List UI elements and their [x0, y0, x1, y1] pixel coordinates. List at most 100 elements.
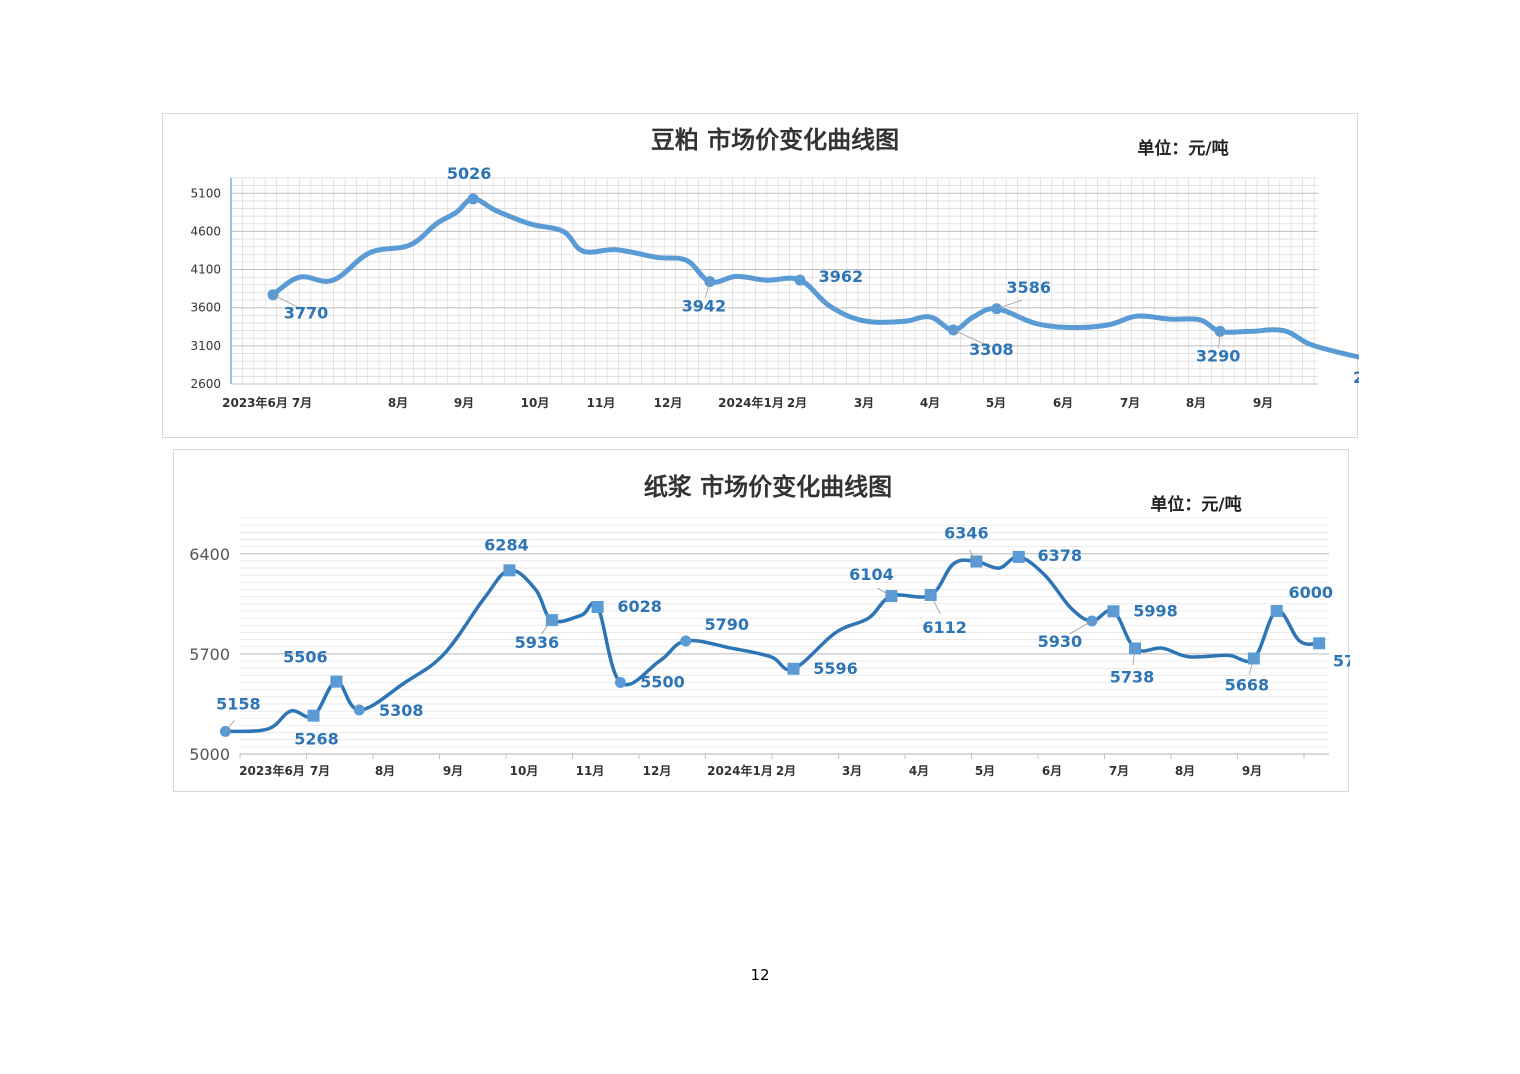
x-tick-label: 7月	[292, 396, 312, 410]
label-leader	[225, 720, 235, 732]
x-tick-label: 4月	[909, 764, 929, 778]
data-label: 3942	[682, 297, 727, 316]
y-tick-label: 5000	[189, 745, 230, 764]
data-label: 3586	[1006, 278, 1051, 297]
data-label: 5500	[640, 672, 685, 691]
data-label: 5668	[1225, 675, 1270, 694]
data-point	[614, 676, 626, 688]
label-leader	[953, 329, 984, 345]
series-markers: 377050263942396233083586329029123122	[267, 164, 1359, 387]
x-tick-label: 6月	[1042, 764, 1062, 778]
x-tick-label: 3月	[842, 764, 862, 778]
data-label: 6104	[849, 565, 894, 584]
chart-title: 纸浆 市场价变化曲线图	[644, 473, 892, 501]
x-tick-label: 7月	[1120, 396, 1140, 410]
x-tick-label: 2023年6月	[222, 395, 288, 410]
x-tick-label: 4月	[920, 396, 940, 410]
grid	[230, 177, 1318, 385]
data-point	[704, 276, 716, 288]
data-point	[219, 725, 231, 737]
x-tick-label: 6月	[1053, 396, 1073, 410]
data-label: 5790	[704, 615, 749, 634]
x-tick-label: 5月	[975, 764, 995, 778]
data-point	[467, 193, 479, 205]
data-point	[1107, 605, 1120, 618]
data-point	[1270, 604, 1283, 617]
data-label: 5774	[1333, 651, 1350, 670]
data-label: 6112	[922, 618, 967, 637]
data-label: 6284	[484, 535, 529, 554]
data-point	[787, 662, 800, 675]
data-label: 3770	[284, 304, 329, 323]
label-leader	[1069, 620, 1093, 635]
data-point	[1012, 550, 1025, 563]
unit-label: 单位：元/吨	[1150, 494, 1241, 515]
y-tick-label: 6400	[189, 545, 230, 564]
x-tick-label: 8月	[375, 764, 395, 778]
y-tick-label: 3600	[190, 301, 221, 315]
series-markers: 5158 5268 5506 5308 6284 5936 6028 5500 5790 5596…	[216, 523, 1350, 748]
data-label: 5308	[379, 701, 424, 720]
x-tick-label: 2024年1月	[707, 763, 773, 778]
x-tick-label: 12月	[654, 396, 683, 410]
data-label: 6378	[1038, 546, 1083, 565]
x-tick-label: 9月	[443, 764, 463, 778]
x-tick-label: 11月	[587, 396, 616, 410]
data-label: 5268	[294, 730, 339, 749]
unit-label: 单位：元/吨	[1137, 138, 1228, 159]
y-tick-label: 5700	[189, 645, 230, 664]
label-leader	[1132, 648, 1136, 666]
label-leader	[996, 299, 1023, 310]
label-leader	[1218, 331, 1221, 348]
x-tick-label: 8月	[1175, 764, 1195, 778]
data-label: 5936	[515, 633, 560, 652]
y-tick-label: 4600	[190, 224, 221, 238]
label-leader	[541, 619, 553, 635]
data-label: 5998	[1133, 601, 1178, 620]
x-tick-label: 9月	[1253, 396, 1273, 410]
data-point	[307, 709, 320, 722]
data-point	[680, 635, 692, 647]
label-leader	[930, 594, 941, 615]
label-leader	[877, 587, 892, 597]
data-point	[591, 600, 604, 613]
data-point	[503, 564, 516, 577]
grid	[240, 517, 1329, 755]
data-label: 6000	[1288, 583, 1333, 602]
data-label: 5930	[1038, 632, 1083, 651]
x-tick-label: 8月	[1186, 396, 1206, 410]
x-tick-label: 2023年6月	[239, 763, 305, 778]
pulp-price-chart: 纸浆 市场价变化曲线图 单位：元/吨 6400 5700 5000 2023年6月 7月…	[189, 473, 1350, 778]
y-tick-label: 2600	[190, 377, 221, 391]
data-point	[1129, 642, 1142, 655]
soymeal-price-chart: 豆粕 市场价变化曲线图 单位：元/吨 5100 4600 4100 3600 3100 2…	[190, 126, 1359, 410]
x-tick-label: 5月	[986, 396, 1006, 410]
x-tick-label: 2024年1月	[718, 395, 784, 410]
pulp-chart-panel: 纸浆 市场价变化曲线图 单位：元/吨 6400 5700 5000 2023年6月 7月…	[173, 449, 1350, 792]
chart-title: 豆粕 市场价变化曲线图	[651, 126, 899, 154]
data-label: 5506	[283, 648, 328, 667]
x-tick-label: 11月	[576, 764, 605, 778]
x-tick-label: 8月	[388, 396, 408, 410]
data-point	[794, 274, 806, 286]
data-label: 2912	[1353, 368, 1359, 387]
series-line	[223, 555, 1321, 734]
x-tick-label: 2月	[787, 396, 807, 410]
data-label: 5158	[216, 694, 261, 713]
x-tick-label: 9月	[454, 396, 474, 410]
y-tick-label: 5100	[190, 186, 221, 200]
x-tick-label: 3月	[854, 396, 874, 410]
data-point	[1313, 637, 1326, 650]
data-label: 6346	[944, 523, 989, 542]
data-label: 5596	[813, 659, 858, 678]
data-point	[353, 704, 365, 716]
data-label: 5026	[447, 164, 492, 183]
x-tick-label: 10月	[521, 396, 550, 410]
data-label: 3290	[1196, 346, 1241, 365]
x-tick-label: 10月	[510, 764, 539, 778]
x-tick-label: 7月	[310, 764, 330, 778]
label-leader	[272, 294, 300, 309]
y-tick-label: 3100	[190, 339, 221, 353]
axes: 6400 5700 5000 2023年6月 7月 8月 9月 10月 11月 12月 2024年1…	[189, 545, 1329, 778]
